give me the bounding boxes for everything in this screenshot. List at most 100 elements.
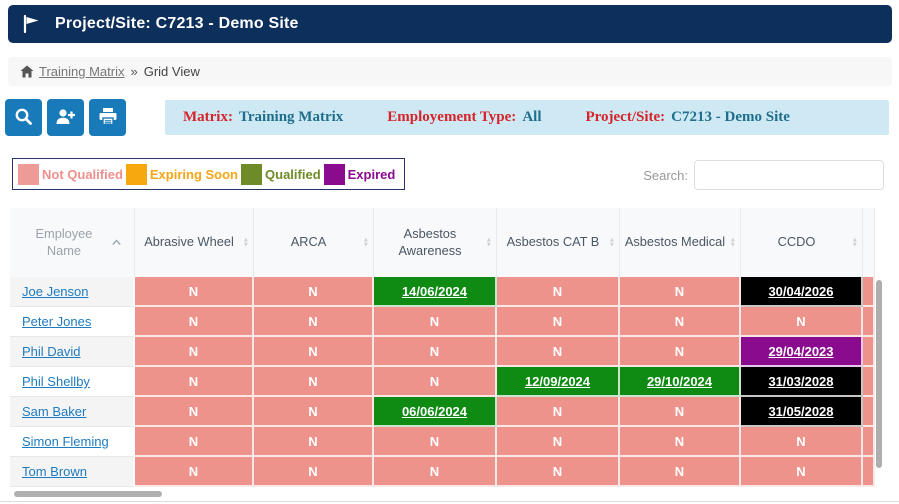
- employee-link-joe-jenson[interactable]: Joe Jenson: [22, 284, 89, 299]
- info-matrix: Matrix: Training Matrix: [183, 109, 343, 126]
- cell-joe-jenson-abrasive-wheel: N: [135, 277, 254, 307]
- legend-label-expiring-soon: Expiring Soon: [149, 166, 239, 182]
- employee-link-peter-jones[interactable]: Peter Jones: [22, 314, 92, 329]
- legend-item-not-qualified: Not Qualified: [18, 163, 126, 185]
- cell-joe-jenson-arca: N: [254, 277, 374, 307]
- column-header-arca[interactable]: ARCA ▲ ▼: [254, 208, 374, 277]
- legend-item-expiring-soon: Expiring Soon: [125, 163, 241, 185]
- cell-phil-shellby-arca: N: [254, 367, 374, 397]
- sort-both-icon: ▲ ▼: [608, 236, 615, 249]
- horizontal-scrollbar-thumb[interactable]: [14, 491, 162, 497]
- sort-both-icon: ▲ ▼: [485, 236, 492, 249]
- cell-phil-shellby-asbestos-cat-b[interactable]: 12/09/2024: [497, 367, 620, 397]
- flag-icon: [23, 15, 40, 33]
- printer-icon: [98, 107, 118, 129]
- magnifier-icon: [14, 107, 33, 129]
- breadcrumb: Training Matrix » Grid View: [8, 57, 892, 86]
- cell-simon-fleming-ccdo: N: [741, 427, 863, 457]
- employee-name-cell: Peter Jones: [10, 307, 135, 337]
- employee-link-tom-brown[interactable]: Tom Brown: [22, 464, 88, 479]
- cell-peter-jones-asbestos-medical: N: [620, 307, 741, 337]
- cell-sam-baker-partial: [863, 397, 875, 427]
- info-matrix-label: Matrix:: [183, 109, 233, 125]
- employee-link-sam-baker[interactable]: Sam Baker: [22, 404, 87, 419]
- project-title-bar: Project/Site: C7213 - Demo Site: [8, 5, 892, 43]
- table-row: Phil Shellby N N N 12/09/2024 29/10/2024 31/03…: [10, 367, 875, 397]
- cell-simon-fleming-abrasive-wheel: N: [135, 427, 254, 457]
- add-user-button[interactable]: [47, 99, 84, 136]
- training-matrix-table: Employee Name Abrasive Wheel ▲ ▼ ARCA ▲ ▼ Asbes…: [10, 208, 875, 487]
- legend-label-expired: Expired: [347, 166, 396, 182]
- cell-phil-shellby-asbestos-medical[interactable]: 29/10/2024: [620, 367, 741, 397]
- breadcrumb-link-training-matrix[interactable]: Training Matrix: [39, 64, 125, 79]
- legend-swatch-expiring-soon: [125, 163, 147, 185]
- cell-phil-david-partial: [863, 337, 875, 367]
- sort-both-icon: ▲ ▼: [729, 236, 736, 249]
- cell-peter-jones-asbestos-awareness: N: [374, 307, 497, 337]
- employee-link-simon-fleming[interactable]: Simon Fleming: [22, 434, 109, 449]
- column-header-partial: [863, 208, 875, 277]
- column-header-asbestos-awareness[interactable]: Asbestos Awareness ▲ ▼: [374, 208, 497, 277]
- cell-sam-baker-asbestos-awareness[interactable]: 06/06/2024: [374, 397, 497, 427]
- page-title: Project/Site: C7213 - Demo Site: [55, 15, 299, 32]
- breadcrumb-separator: »: [130, 64, 138, 79]
- cell-simon-fleming-asbestos-medical: N: [620, 427, 741, 457]
- column-header-asbestos-cat-b[interactable]: Asbestos CAT B ▲ ▼: [497, 208, 620, 277]
- employee-link-phil-shellby[interactable]: Phil Shellby: [22, 374, 90, 389]
- home-icon[interactable]: [20, 65, 34, 78]
- column-header-asbestos-medical[interactable]: Asbestos Medical ▲ ▼: [620, 208, 741, 277]
- cell-sam-baker-abrasive-wheel: N: [135, 397, 254, 427]
- print-button[interactable]: [89, 99, 126, 136]
- table-row: Joe Jenson N N 14/06/2024 N N 30/04/2026: [10, 277, 875, 307]
- cell-phil-shellby-abrasive-wheel: N: [135, 367, 254, 397]
- info-employment-type: Employement Type: All: [387, 109, 541, 126]
- employee-name-cell: Sam Baker: [10, 397, 135, 427]
- matrix-info-bar: Matrix: Training Matrix Employement Type:…: [165, 100, 889, 135]
- cell-phil-david-ccdo[interactable]: 29/04/2023: [741, 337, 863, 367]
- employee-link-phil-david[interactable]: Phil David: [22, 344, 81, 359]
- info-project-site-value: C7213 - Demo Site: [671, 109, 790, 125]
- cell-sam-baker-ccdo[interactable]: 31/05/2028: [741, 397, 863, 427]
- cell-tom-brown-abrasive-wheel: N: [135, 457, 254, 487]
- sort-both-icon: ▲ ▼: [362, 236, 369, 249]
- cell-tom-brown-arca: N: [254, 457, 374, 487]
- info-project-site: Project/Site: C7213 - Demo Site: [585, 109, 789, 126]
- search-input[interactable]: [694, 160, 884, 190]
- table-body: Joe Jenson N N 14/06/2024 N N 30/04/2026 Peter …: [10, 277, 875, 487]
- cell-tom-brown-asbestos-awareness: N: [374, 457, 497, 487]
- sort-both-icon: ▲ ▼: [242, 236, 249, 249]
- employee-name-cell: Tom Brown: [10, 457, 135, 487]
- cell-phil-david-asbestos-cat-b: N: [497, 337, 620, 367]
- cell-simon-fleming-partial: [863, 427, 875, 457]
- info-employment-type-value: All: [522, 109, 542, 125]
- cell-phil-shellby-partial: [863, 367, 875, 397]
- search-button[interactable]: [5, 99, 42, 136]
- sort-both-icon: ▲ ▼: [851, 236, 858, 249]
- cell-joe-jenson-ccdo[interactable]: 30/04/2026: [741, 277, 863, 307]
- cell-tom-brown-partial: [863, 457, 875, 487]
- search-label: Search:: [643, 168, 688, 183]
- column-header-employee-name[interactable]: Employee Name: [10, 208, 135, 277]
- cell-joe-jenson-asbestos-awareness[interactable]: 14/06/2024: [374, 277, 497, 307]
- legend-swatch-not-qualified: [18, 163, 39, 185]
- cell-simon-fleming-asbestos-cat-b: N: [497, 427, 620, 457]
- cell-joe-jenson-asbestos-cat-b: N: [497, 277, 620, 307]
- cell-tom-brown-asbestos-medical: N: [620, 457, 741, 487]
- employee-name-cell: Phil Shellby: [10, 367, 135, 397]
- bottom-divider: [0, 501, 899, 502]
- toolbar-buttons: [5, 99, 126, 136]
- info-project-site-label: Project/Site:: [585, 109, 666, 125]
- cell-peter-jones-asbestos-cat-b: N: [497, 307, 620, 337]
- vertical-scrollbar-thumb[interactable]: [876, 280, 882, 468]
- column-header-ccdo[interactable]: CCDO ▲ ▼: [741, 208, 863, 277]
- cell-joe-jenson-asbestos-medical: N: [620, 277, 741, 307]
- cell-sam-baker-arca: N: [254, 397, 374, 427]
- cell-phil-shellby-ccdo[interactable]: 31/03/2028: [741, 367, 863, 397]
- table-row: Peter Jones N N N N N N: [10, 307, 875, 337]
- employee-name-cell: Phil David: [10, 337, 135, 367]
- table-header-row: Employee Name Abrasive Wheel ▲ ▼ ARCA ▲ ▼ Asbes…: [10, 208, 875, 277]
- column-header-abrasive-wheel[interactable]: Abrasive Wheel ▲ ▼: [135, 208, 254, 277]
- cell-sam-baker-asbestos-cat-b: N: [497, 397, 620, 427]
- table-row: Sam Baker N N 06/06/2024 N N 31/05/2028: [10, 397, 875, 427]
- table-row: Simon Fleming N N N N N N: [10, 427, 875, 457]
